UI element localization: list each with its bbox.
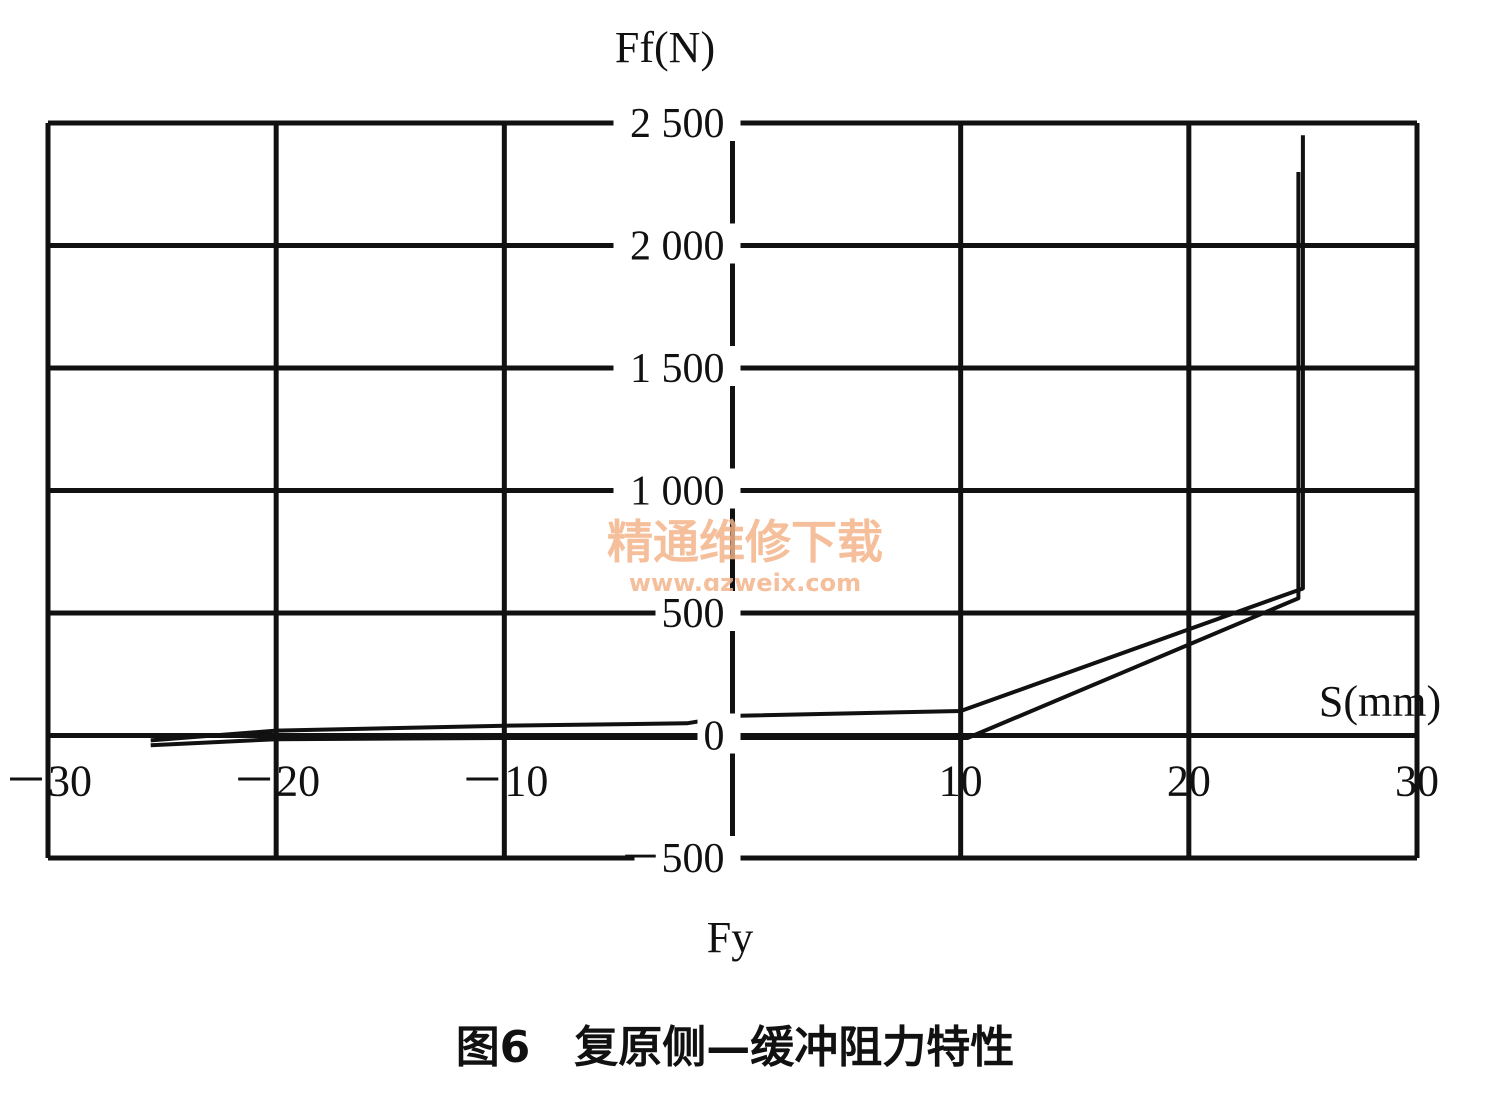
y-tick-labels: 2 500 2 000 1 500 1 000 500 0 －500 (613, 101, 741, 882)
y-tick-label-bg (697, 713, 741, 754)
x-axis-label: S(mm) (1319, 677, 1441, 726)
y-tick-label-bg (613, 468, 741, 509)
x-tick-label: 10 (939, 757, 983, 806)
y-tick-label: －500 (619, 836, 724, 882)
y-axis-label: Ff(N) (615, 23, 715, 72)
fy-label: Fy (707, 913, 753, 962)
y-tick-label-bg (634, 836, 741, 876)
y-tick-label: 2 000 (630, 224, 725, 270)
y-tick-label-bg (613, 101, 741, 141)
y-tick-label: 1 500 (630, 346, 725, 392)
y-tick-label-bg (613, 223, 741, 264)
y-tick-label: 0 (704, 714, 725, 760)
figure-caption: 图6 复原侧—缓冲阻力特性 (456, 1022, 1015, 1073)
y-tick-label: 2 500 (630, 101, 725, 147)
watermark-line1: 精通维修下载 (607, 515, 883, 569)
x-tick-label: －30 (4, 757, 92, 806)
x-tick-label: －20 (232, 757, 320, 806)
x-tick-label: 20 (1167, 757, 1211, 806)
y-tick-label: 500 (662, 591, 725, 637)
y-tick-label: 1 000 (630, 469, 725, 515)
y-tick-label-bg (655, 591, 741, 631)
x-tick-label: 30 (1395, 757, 1439, 806)
watermark: 精通维修下载 www.gzweix.com (607, 515, 883, 597)
x-tick-labels: －30 －20 －10 10 20 30 (4, 757, 1439, 806)
y-tick-label-bg (613, 346, 741, 386)
x-tick-label: －10 (460, 757, 548, 806)
